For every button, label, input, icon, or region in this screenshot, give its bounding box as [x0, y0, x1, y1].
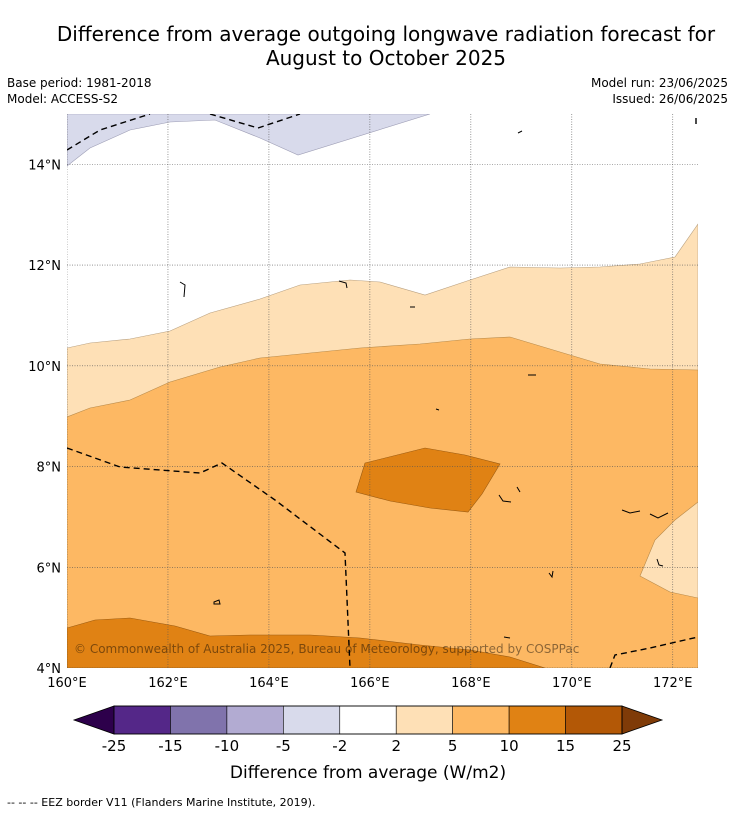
- colorbar-label: Difference from average (W/m2): [230, 763, 506, 783]
- model-run: Model run: 23/06/2025: [590, 76, 728, 90]
- colorbar-tick-label: -2: [332, 737, 347, 755]
- lon-tick-label: 172°E: [653, 676, 693, 691]
- colorbar-tick-label: 15: [556, 737, 575, 755]
- colorbar-segment: [170, 705, 228, 735]
- lon-tick-label: 160°E: [47, 676, 87, 691]
- colorbar-tick-label: -5: [276, 737, 291, 755]
- island: [503, 636, 511, 639]
- colorbar-segment: [395, 705, 453, 735]
- island: [498, 494, 512, 503]
- colorbar-tick-label: 2: [391, 737, 401, 755]
- issued-date: Issued: 26/06/2025: [612, 92, 728, 106]
- title-line-2: August to October 2025: [265, 46, 507, 70]
- eez-border-middle: [67, 447, 351, 668]
- island: [435, 408, 440, 411]
- colorbar-segment: [339, 705, 397, 735]
- lat-tick-label: 10°N: [28, 360, 61, 375]
- colorbar-segment: [226, 705, 284, 735]
- lon-tick-label: 164°E: [249, 676, 289, 691]
- title-line-1: Difference from average outgoing longwav…: [56, 22, 716, 46]
- island: [213, 599, 221, 605]
- colorbar-segment: [283, 705, 341, 735]
- islands: [179, 130, 669, 639]
- lat-tick-label: 4°N: [37, 662, 62, 677]
- island: [656, 558, 664, 567]
- colorbar-segment: [565, 705, 623, 735]
- lon-axis: 160°E 162°E 164°E 166°E 168°E 170°E 172°E: [47, 676, 692, 691]
- copyright-notice: © Commonwealth of Australia 2025, Bureau…: [74, 642, 579, 656]
- colorbar-segment: [113, 705, 171, 735]
- island: [621, 509, 641, 514]
- lat-tick-label: 8°N: [37, 461, 62, 476]
- lat-tick-label: 14°N: [28, 158, 61, 173]
- colorbar-ticks: -25 -15 -10 -5 -2 2 5 10 15 25: [102, 737, 632, 755]
- lat-tick-label: 12°N: [28, 259, 61, 274]
- lat-tick-label: 6°N: [37, 561, 62, 576]
- colorbar-tick-label: 25: [612, 737, 631, 755]
- meta-left: Base period: 1981-2018 Model: ACCESS-S2: [7, 75, 152, 107]
- region-neg-2-to-neg-5: [67, 114, 431, 167]
- eez-footnote: -- -- -- EEZ border V11 (Flanders Marine…: [7, 796, 316, 809]
- map-title: Difference from average outgoing longwav…: [0, 22, 736, 70]
- island: [517, 130, 523, 134]
- island: [179, 281, 186, 298]
- eez-border-north: [67, 114, 151, 151]
- colorbar-tick-label: 10: [500, 737, 519, 755]
- map-area: © Commonwealth of Australia 2025, Bureau…: [67, 114, 698, 668]
- eez-borders: [67, 114, 698, 668]
- colorbar-segments: [113, 705, 623, 735]
- colorbar-tick-label: -10: [215, 737, 240, 755]
- colorbar-under-arrow: [72, 705, 115, 735]
- lon-tick-label: 170°E: [552, 676, 592, 691]
- colorbar: -25 -15 -10 -5 -2 2 5 10 15 25 Difference from av…: [72, 705, 664, 783]
- lon-tick-label: 168°E: [451, 676, 491, 691]
- region-5-to-10: [67, 336, 698, 668]
- region-10-to-15-center: [355, 447, 501, 513]
- colorbar-tick-label: -15: [158, 737, 183, 755]
- gridlines: [67, 114, 698, 668]
- island: [338, 280, 348, 289]
- colorbar-segment: [452, 705, 510, 735]
- colorbar-tick-label: -25: [102, 737, 127, 755]
- eez-border-north-2: [209, 114, 301, 129]
- lon-tick-label: 166°E: [350, 676, 390, 691]
- colorbar-tick-label: 5: [448, 737, 458, 755]
- colorbar-over-arrow: [621, 705, 664, 735]
- base-period: Base period: 1981-2018: [7, 76, 152, 90]
- colorbar-segment: [508, 705, 566, 735]
- lat-axis: 4°N 6°N 8°N 10°N 12°N 14°N: [28, 158, 61, 677]
- island: [649, 512, 669, 519]
- meta-right: Model run: 23/06/2025 Issued: 26/06/2025: [591, 75, 728, 107]
- island: [548, 570, 554, 579]
- lon-tick-label: 162°E: [148, 676, 188, 691]
- island: [516, 486, 521, 493]
- region-10-to-15-south: [67, 617, 546, 668]
- model-name: Model: ACCESS-S2: [7, 92, 119, 106]
- colorbar-outline: [113, 705, 623, 735]
- eez-border-southeast: [609, 636, 698, 668]
